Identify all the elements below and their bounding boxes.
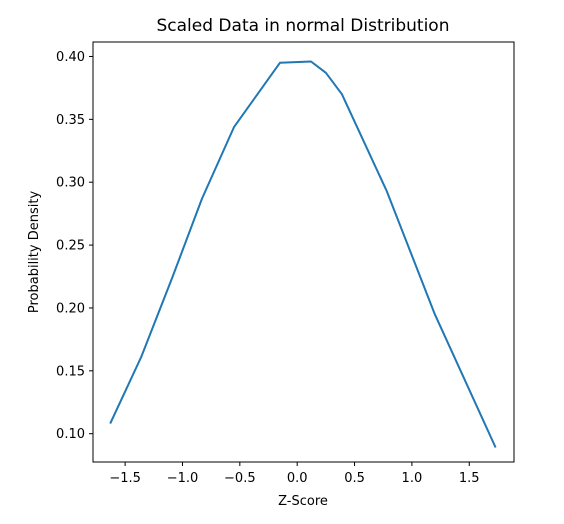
y-tick-label: 0.20	[56, 301, 85, 316]
y-tick-label: 0.30	[56, 176, 85, 191]
x-tick-label: 1.0	[402, 471, 423, 486]
y-axis-label: Probability Density	[27, 191, 42, 314]
plot-frame	[92, 41, 515, 463]
x-tick-label: −0.5	[224, 471, 256, 486]
x-axis-label: Z-Score	[278, 494, 328, 509]
y-axis: 0.10 0.15 0.20 0.25 0.30 0.35 0.40	[56, 50, 93, 442]
x-tick-label: −1.0	[167, 471, 199, 486]
x-tick-label: 0.0	[287, 471, 308, 486]
chart-title: Scaled Data in normal Distribution	[157, 16, 450, 36]
x-axis: −1.5 −1.0 −0.5 0.0 0.5 1.0 1.5	[109, 462, 480, 486]
y-tick-label: 0.35	[56, 113, 85, 128]
x-tick-label: 1.5	[459, 471, 480, 486]
y-tick-label: 0.10	[56, 427, 85, 442]
x-tick-label: −1.5	[109, 471, 141, 486]
y-tick-label: 0.15	[56, 364, 85, 379]
series-line	[109, 60, 497, 448]
x-tick-label: 0.5	[344, 471, 365, 486]
y-tick-label: 0.40	[56, 50, 85, 65]
y-tick-label: 0.25	[56, 239, 85, 254]
